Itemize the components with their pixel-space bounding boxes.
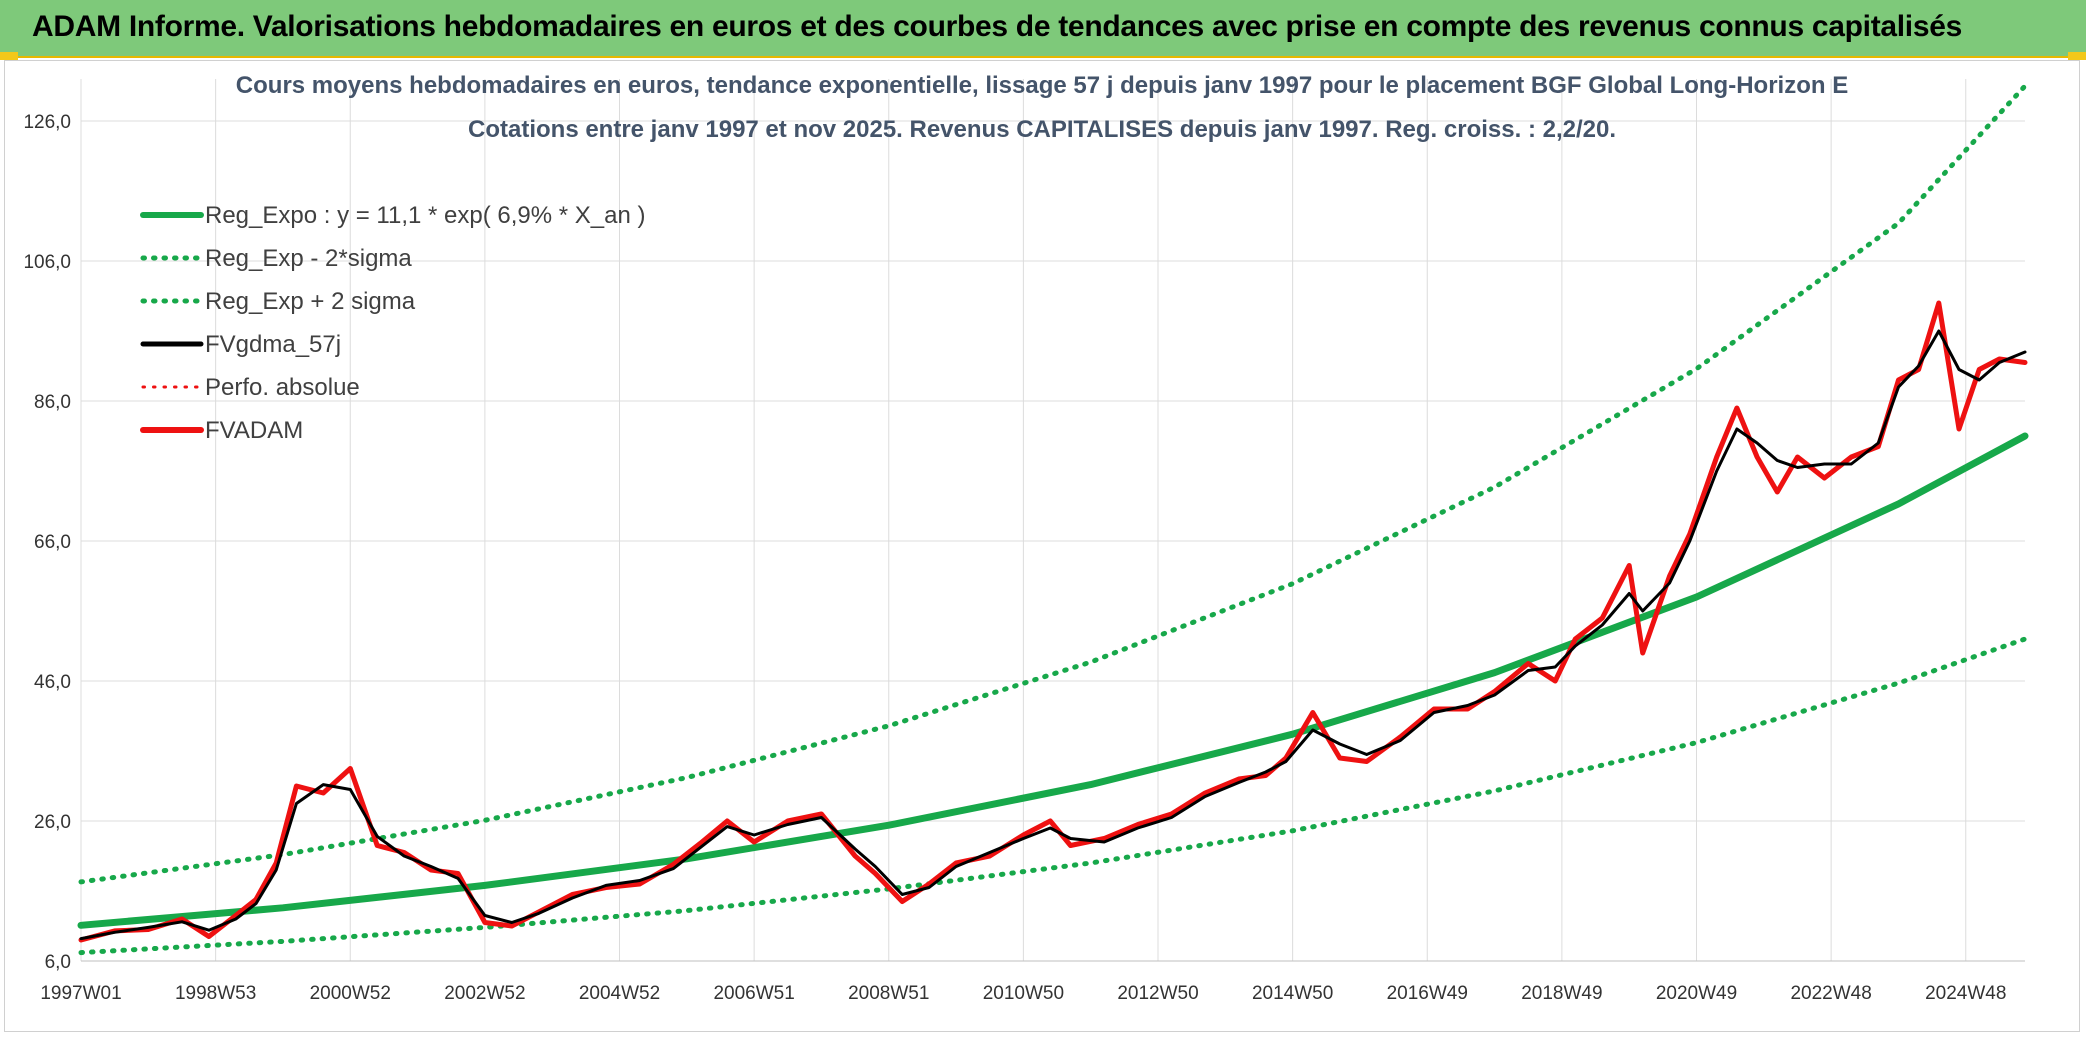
x-tick-label: 2022W48 (1790, 983, 1871, 1004)
corner-mark-left (0, 52, 18, 60)
y-tick-label: 106,0 (23, 252, 71, 273)
legend-reg-exp-plus-2sigma: Reg_Exp + 2 sigma (140, 288, 416, 315)
legend-label: Reg_Exp + 2 sigma (205, 288, 416, 315)
series-fvadam-line (78, 300, 2028, 943)
x-tick-label: 2020W49 (1656, 983, 1737, 1004)
legend-label: FVgdma_57j (205, 331, 341, 358)
legend-reg-exp-minus-2sigma: Reg_Exp - 2*sigma (140, 245, 412, 272)
chart-series (77, 83, 2029, 956)
legend-perfo-absolue: Perfo. absolue (141, 374, 360, 401)
legend-label: Reg_Expo : y = 11,1 * exp( 6,9% * X_an ) (205, 202, 645, 229)
header-banner: ADAM Informe. Valorisations hebdomadaire… (0, 0, 2086, 58)
x-tick-label: 2018W49 (1521, 983, 1602, 1004)
legend-fvadam: FVADAM (140, 417, 303, 444)
x-tick-label: 2000W52 (310, 983, 391, 1004)
x-tick-label: 2004W52 (579, 983, 660, 1004)
y-tick-label: 66,0 (34, 532, 71, 553)
y-axis: 6,0 26,0 46,0 66,0 86,0 106,0 126,0 (23, 112, 71, 973)
corner-mark-right (2068, 52, 2086, 60)
x-tick-label: 1998W53 (175, 983, 256, 1004)
legend-label: Reg_Exp - 2*sigma (205, 245, 412, 272)
x-axis: 1997W01 1998W53 2000W52 2002W52 2004W52 2006W… (40, 960, 2025, 1004)
y-tick-label: 126,0 (23, 112, 71, 133)
x-tick-label: 2010W50 (983, 983, 1064, 1004)
x-tick-label: 2012W50 (1117, 983, 1198, 1004)
legend-reg-expo: Reg_Expo : y = 11,1 * exp( 6,9% * X_an ) (140, 202, 645, 229)
y-tick-label: 6,0 (45, 952, 71, 973)
x-tick-label: 2006W51 (713, 983, 794, 1004)
series-reg-exp-minus-2sigma-line (78, 636, 2028, 956)
grid-lines (80, 79, 2025, 962)
x-tick-label: 2014W50 (1252, 983, 1333, 1004)
x-tick-label: 2024W48 (1925, 983, 2006, 1004)
legend-label: Perfo. absolue (205, 374, 360, 401)
chart-title-line2: Cotations entre janv 1997 et nov 2025. R… (468, 116, 1616, 143)
series-reg-expo-line (77, 432, 2029, 929)
legend-label: FVADAM (205, 417, 303, 444)
chart-title-line1: Cours moyens hebdomadaires en euros, ten… (236, 72, 1848, 99)
chart-legend: Reg_Expo : y = 11,1 * exp( 6,9% * X_an )… (140, 202, 645, 444)
legend-fvgdma-57j: FVgdma_57j (140, 331, 341, 358)
x-tick-label: 2002W52 (444, 983, 525, 1004)
header-title: ADAM Informe. Valorisations hebdomadaire… (32, 10, 1963, 43)
y-tick-label: 26,0 (34, 812, 71, 833)
y-tick-label: 46,0 (34, 672, 71, 693)
x-tick-label: 2008W51 (848, 983, 929, 1004)
chart-frame: 6,0 26,0 46,0 66,0 86,0 106,0 126,0 1997W01 199… (4, 60, 2080, 1032)
chart-title: Cours moyens hebdomadaires en euros, ten… (236, 72, 1848, 143)
series-perfo-absolue-line (79, 301, 2027, 942)
x-tick-label: 2016W49 (1387, 983, 1468, 1004)
x-tick-label: 1997W01 (40, 983, 121, 1004)
y-tick-label: 86,0 (34, 392, 71, 413)
series-fvgdma-57j-line (79, 329, 2027, 941)
